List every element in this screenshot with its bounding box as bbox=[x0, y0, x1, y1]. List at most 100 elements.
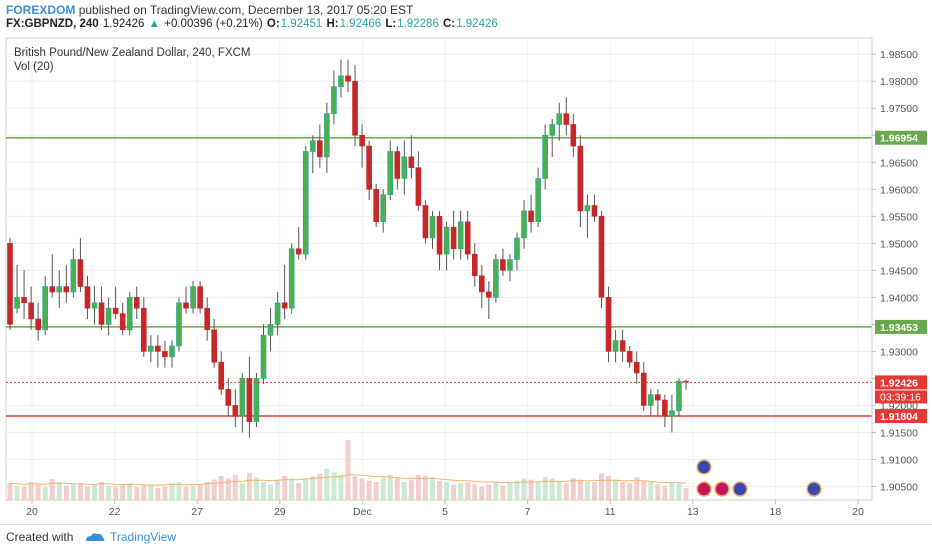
chart-title: British Pound/New Zealand Dollar, 240, F… bbox=[14, 47, 251, 59]
level-tag-label: 1.93453 bbox=[880, 322, 918, 334]
volume-bar bbox=[63, 485, 69, 500]
volume-bar bbox=[253, 477, 259, 500]
tradingview-cloud-icon[interactable] bbox=[84, 531, 106, 543]
volume-bar bbox=[613, 479, 619, 500]
candle-body bbox=[14, 297, 20, 309]
candle-body bbox=[345, 75, 351, 82]
candle-body bbox=[507, 259, 513, 271]
volume-ma-line bbox=[9, 474, 687, 486]
volume-bar bbox=[218, 476, 224, 500]
candle-body bbox=[331, 86, 337, 114]
candle-body bbox=[647, 394, 654, 406]
volume-bar bbox=[634, 477, 640, 500]
volume-bar bbox=[169, 483, 175, 500]
candle-body bbox=[619, 340, 626, 352]
publisher-brand[interactable]: FOREXDOM bbox=[6, 3, 76, 17]
nz-flag-icon[interactable] bbox=[696, 459, 712, 475]
volume-bar bbox=[134, 486, 140, 500]
event-marker-nz-later[interactable] bbox=[806, 481, 822, 497]
candle-body bbox=[204, 307, 210, 331]
candle-body bbox=[91, 302, 98, 309]
candle-body bbox=[169, 345, 175, 358]
close-label: C: bbox=[443, 18, 456, 30]
volume-bar bbox=[366, 480, 372, 500]
candle-body bbox=[429, 216, 436, 239]
nz-flag-icon[interactable] bbox=[732, 481, 748, 497]
price-tick-label: 1.94500 bbox=[880, 265, 918, 277]
economic-event-markers[interactable] bbox=[696, 459, 822, 497]
time-tick-label: 20 bbox=[852, 506, 864, 518]
volume-bar bbox=[49, 479, 55, 500]
candle-body bbox=[563, 113, 570, 125]
volume-bar bbox=[444, 482, 450, 500]
volume-bar bbox=[479, 486, 485, 500]
footer: Created with TradingView bbox=[0, 524, 932, 551]
volume-bar bbox=[275, 479, 281, 500]
volume-bar bbox=[190, 485, 196, 500]
volume-bar bbox=[401, 482, 407, 500]
candle-body bbox=[63, 286, 70, 293]
candle-body bbox=[21, 297, 27, 304]
price-tick-label: 1.90500 bbox=[880, 481, 918, 493]
volume-bar bbox=[620, 482, 626, 500]
volume-bar bbox=[232, 474, 238, 500]
up-arrow-icon: ▲ bbox=[148, 18, 161, 30]
volume-bar bbox=[570, 478, 576, 500]
candle-body bbox=[211, 329, 218, 363]
volume-bar bbox=[472, 484, 478, 500]
open-label: O: bbox=[266, 18, 280, 30]
candle-body bbox=[253, 378, 260, 422]
volume-bar bbox=[676, 483, 682, 500]
volume-bar bbox=[422, 476, 428, 500]
candle-body bbox=[612, 340, 619, 352]
nz-flag-icon[interactable] bbox=[806, 481, 822, 497]
volume-bar bbox=[77, 483, 83, 500]
plot-area[interactable] bbox=[5, 37, 873, 501]
volume-bar bbox=[310, 476, 316, 500]
volume-bar bbox=[507, 483, 513, 500]
volume-bar bbox=[542, 477, 548, 500]
volume-bar bbox=[225, 478, 231, 500]
event-marker-uk-group[interactable] bbox=[696, 481, 748, 497]
price-tick-label: 1.96000 bbox=[880, 184, 918, 196]
volume-bar bbox=[141, 485, 147, 500]
tradingview-link[interactable]: TradingView bbox=[110, 530, 177, 544]
volume-bar bbox=[127, 483, 133, 500]
volume-bar bbox=[113, 486, 119, 500]
volume-bar bbox=[641, 480, 647, 500]
price-tick-label: 1.98500 bbox=[880, 49, 918, 61]
volume-bar bbox=[627, 483, 633, 500]
candle-body bbox=[260, 334, 267, 379]
volume-bar bbox=[28, 482, 34, 500]
symbol-label[interactable]: FX:GBPNZD, 240 bbox=[6, 18, 99, 30]
volume-bar bbox=[606, 476, 612, 500]
candle-body bbox=[514, 237, 520, 260]
horizontal-levels[interactable] bbox=[6, 136, 872, 417]
price-chart[interactable]: 1.985001.980001.975001.970001.965001.960… bbox=[0, 0, 932, 524]
last-price-tag bbox=[875, 375, 927, 390]
event-marker-nz[interactable] bbox=[696, 459, 712, 475]
candle-body bbox=[373, 188, 379, 223]
time-axis[interactable] bbox=[6, 500, 872, 524]
volume-bar bbox=[338, 474, 344, 500]
volume-bar bbox=[577, 479, 583, 500]
countdown-tag bbox=[875, 390, 927, 404]
uk-flag-icon[interactable] bbox=[696, 481, 712, 497]
candle-body bbox=[190, 286, 196, 309]
low-label: L: bbox=[385, 18, 397, 30]
volume-bar bbox=[394, 478, 400, 500]
volume-bar bbox=[106, 485, 112, 500]
open-value: 1.92451 bbox=[280, 18, 323, 30]
volume-bar bbox=[584, 482, 590, 500]
volume-bar bbox=[437, 480, 443, 500]
volume-bar bbox=[655, 484, 661, 500]
last-price: 1.92426 bbox=[102, 18, 145, 30]
volume-bar bbox=[669, 482, 675, 500]
volume-bar bbox=[162, 486, 168, 500]
volume-bar bbox=[84, 486, 90, 500]
candle-body bbox=[239, 378, 246, 417]
volume-bar bbox=[387, 474, 393, 500]
volume-bar bbox=[42, 486, 48, 500]
candle-body bbox=[28, 302, 34, 320]
uk-flag-icon[interactable] bbox=[714, 481, 730, 497]
